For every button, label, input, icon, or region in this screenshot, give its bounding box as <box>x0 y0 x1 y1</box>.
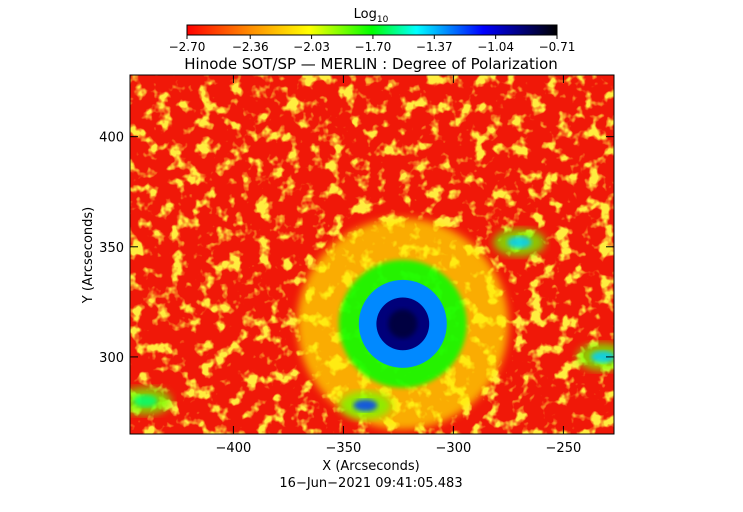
colorbar-tick-label: −2.36 <box>232 40 269 54</box>
plage-core <box>133 394 158 407</box>
colorbar-gradient <box>186 24 558 36</box>
plage-core <box>353 399 378 412</box>
x-tick-label: −250 <box>546 441 582 456</box>
polarization-map <box>130 75 614 434</box>
colorbar-tick-label: −1.37 <box>416 40 453 54</box>
y-axis-label: Y (Arcseconds) <box>81 207 96 304</box>
colorbar-label: Log10 <box>354 7 389 25</box>
plage-core <box>591 350 614 363</box>
colorbar-tick-label: −2.70 <box>169 40 206 54</box>
y-tick-label: 400 <box>99 131 124 146</box>
map-features <box>130 218 614 430</box>
y-tick-label: 350 <box>99 241 124 256</box>
x-axis-label: X (Arcseconds) <box>322 459 419 474</box>
sunspot-core <box>388 309 418 339</box>
colorbar-tick-label: −2.03 <box>293 40 330 54</box>
x-tick-label: −350 <box>326 441 362 456</box>
colorbar-ticks: −2.70 −2.36 −2.03 −1.70 −1.37 −1.04 −0.71 <box>169 35 576 54</box>
colorbar-tick-label: −0.71 <box>539 40 576 54</box>
x-axis: −400 −350 −300 −250 <box>216 75 582 456</box>
colorbar: Log10 −2.70 −2.36 −2.03 −1.70 −1.37 −1.04 −0.7… <box>169 7 576 54</box>
colorbar-tick-label: −1.70 <box>355 40 392 54</box>
plot-frame <box>129 74 615 435</box>
y-axis: 300 350 400 <box>99 131 614 366</box>
y-tick-label: 300 <box>99 351 124 366</box>
timestamp: 16−Jun−2021 09:41:05.483 <box>279 476 462 491</box>
plage-core <box>507 236 532 249</box>
x-tick-label: −300 <box>436 441 472 456</box>
colorbar-tick-label: −1.04 <box>477 40 514 54</box>
chart-title: Hinode SOT/SP — MERLIN : Degree of Polar… <box>184 55 558 73</box>
x-tick-label: −400 <box>216 441 252 456</box>
